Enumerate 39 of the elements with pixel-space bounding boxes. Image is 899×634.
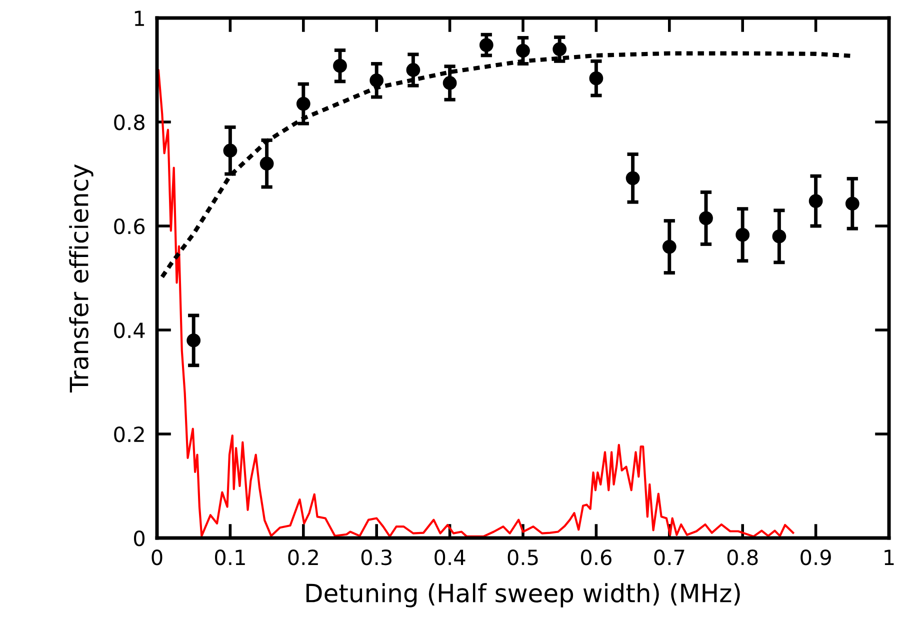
point xyxy=(626,171,640,186)
y-axis-title: Transfer efficiency xyxy=(69,164,94,392)
x-tick-label: 1 xyxy=(884,550,894,565)
y-tick-label: 0.6 xyxy=(114,218,145,234)
point xyxy=(699,211,713,226)
x-tick-label: 0.9 xyxy=(800,549,831,566)
line-series xyxy=(157,68,794,538)
y-tick-label: 0.2 xyxy=(114,426,144,442)
point xyxy=(333,58,347,73)
point xyxy=(479,38,494,52)
x-tick-label: 0 xyxy=(152,549,162,566)
point xyxy=(296,96,310,111)
x-tick-label: 0.2 xyxy=(288,549,318,566)
x-axis-title: Detuning (Half sweep width) (MHz) xyxy=(306,583,740,608)
x-tick-label: 0.1 xyxy=(215,549,245,566)
point xyxy=(662,240,676,254)
y-tick-label: 0.8 xyxy=(114,114,144,130)
point xyxy=(370,73,384,88)
y-tick-label: 0 xyxy=(134,530,145,546)
x-tick-label: 0.4 xyxy=(434,549,466,566)
x-tick-label: 0.8 xyxy=(727,549,758,566)
point xyxy=(845,196,860,211)
point xyxy=(552,42,567,56)
x-tick-label: 0.5 xyxy=(508,549,538,566)
point xyxy=(589,71,604,86)
point xyxy=(260,156,274,171)
point xyxy=(516,44,530,58)
point xyxy=(772,229,786,244)
point xyxy=(223,144,238,158)
point xyxy=(406,63,420,77)
x-tick-label: 0.3 xyxy=(361,549,392,566)
y-tick-label: 1 xyxy=(134,10,144,26)
point xyxy=(442,76,457,90)
x-tick-label: 0.7 xyxy=(654,549,684,566)
point xyxy=(736,228,750,242)
point xyxy=(808,194,823,208)
y-tick-label: 0.4 xyxy=(114,322,145,338)
x-tick-label: 0.6 xyxy=(581,549,612,566)
point xyxy=(186,333,201,348)
